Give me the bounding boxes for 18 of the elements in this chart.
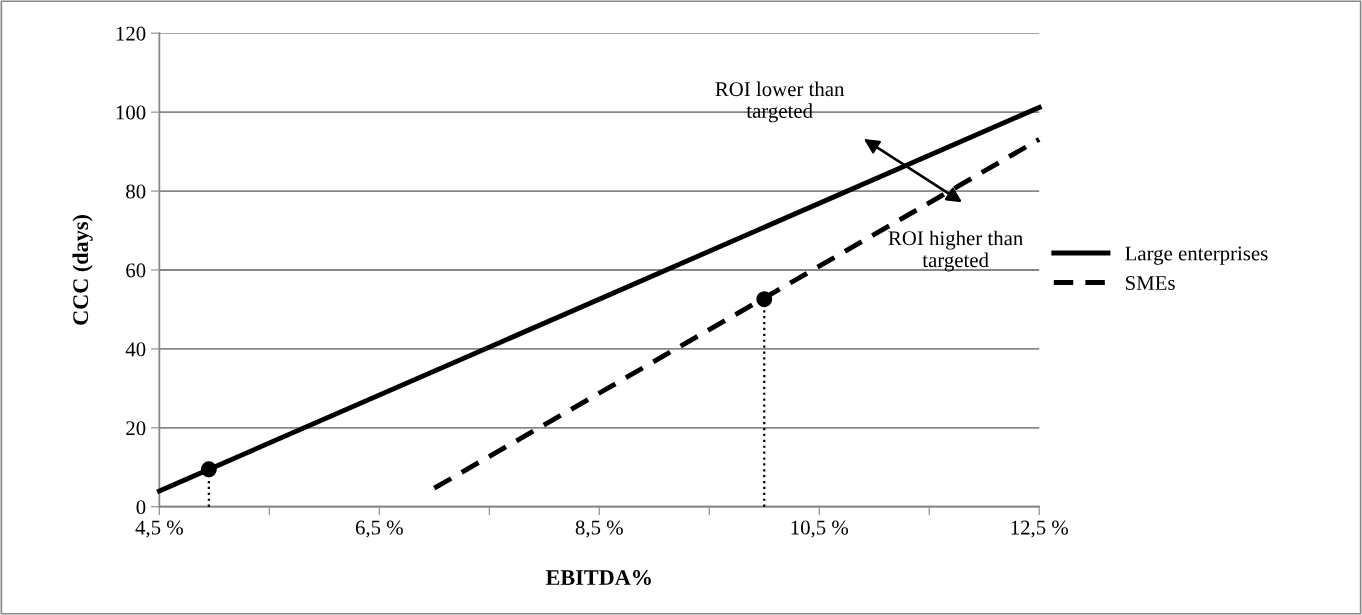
x-tick-label: 6,5 % bbox=[355, 520, 403, 538]
y-tick-label: 80 bbox=[126, 184, 146, 199]
x-tick-label: 10,5 % bbox=[791, 520, 849, 538]
y-tick-label: 40 bbox=[125, 342, 146, 357]
annotation: ROI lower than targeted bbox=[715, 81, 845, 123]
y-tick-label: 100 bbox=[116, 105, 146, 120]
legend-label: Large enterprises bbox=[1125, 246, 1268, 265]
y-tick-label: 20 bbox=[126, 421, 146, 436]
x-tick-label: 12,5 % bbox=[1011, 520, 1069, 538]
y-tick-label: 120 bbox=[116, 26, 146, 41]
x-tick-label: 4,5 % bbox=[135, 520, 183, 538]
x-axis-title: EBITDA% bbox=[545, 570, 651, 586]
y-tick-label: 60 bbox=[126, 263, 146, 278]
y-axis-title: CCC (days) bbox=[72, 215, 93, 325]
legend-label: SMEs bbox=[1126, 276, 1175, 291]
x-tick-label: 8,5 % bbox=[575, 520, 623, 538]
annotation: ROI higher than targeted bbox=[888, 230, 1023, 272]
y-tick-label: 0 bbox=[136, 500, 146, 515]
